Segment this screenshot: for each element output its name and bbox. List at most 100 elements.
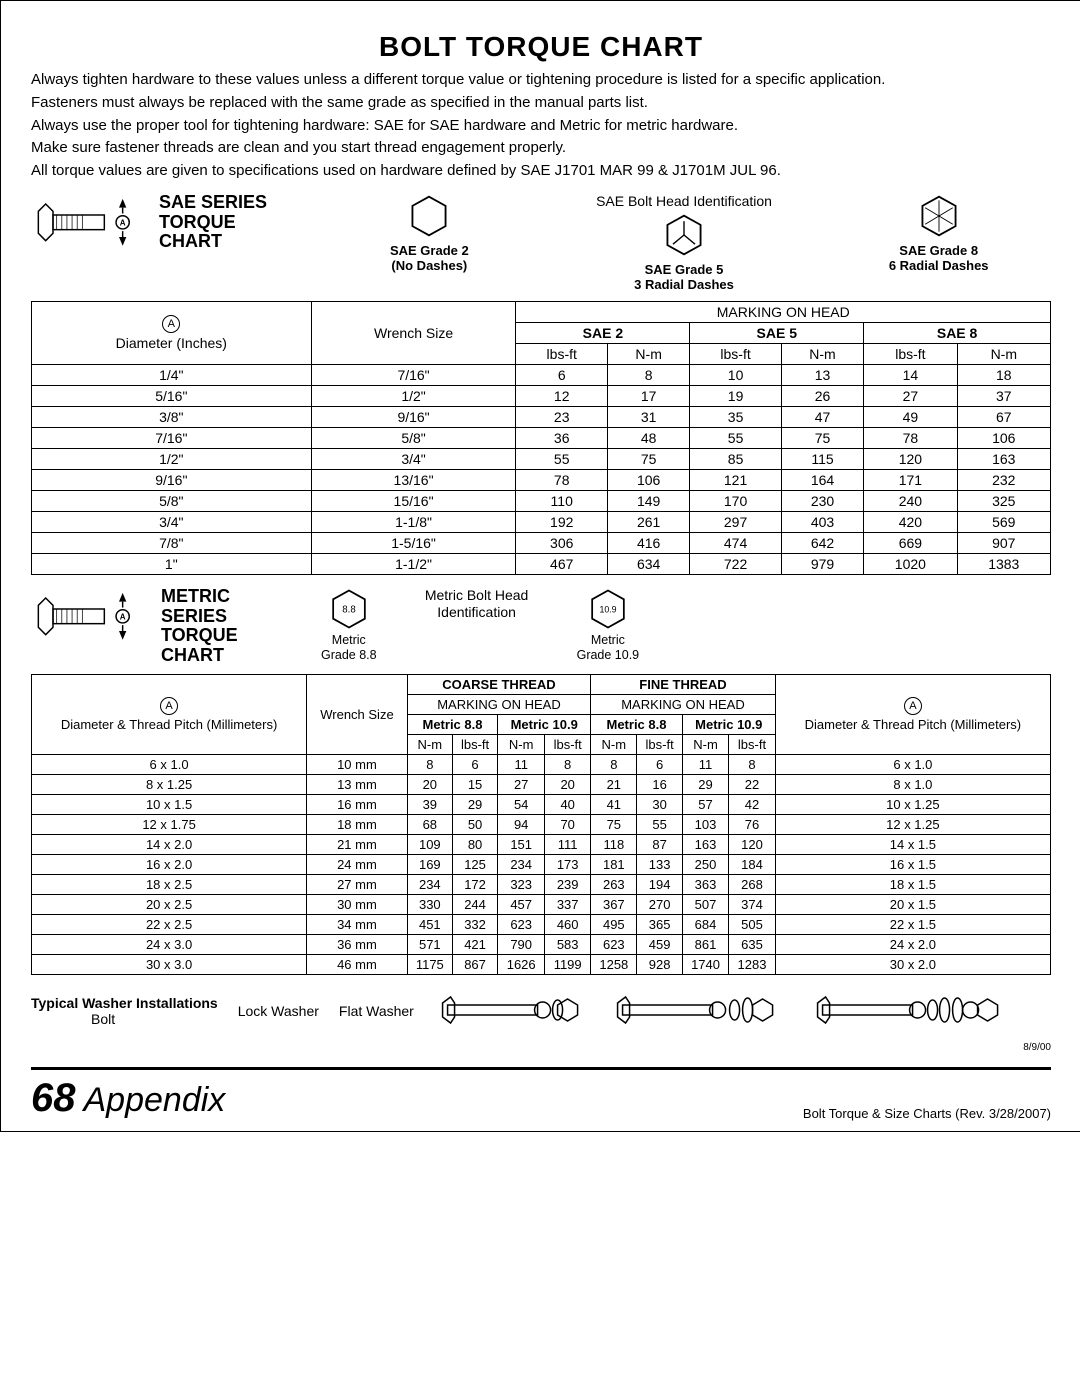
- table-cell: 569: [957, 511, 1050, 532]
- table-cell: 1199: [545, 954, 591, 974]
- table-cell: 68: [407, 814, 452, 834]
- table-cell: 118: [591, 834, 637, 854]
- table-cell: 133: [637, 854, 682, 874]
- m-fine: FINE THREAD: [639, 677, 726, 692]
- table-cell: 416: [607, 532, 689, 553]
- mu1: N-m: [407, 734, 452, 754]
- m88n: Metric: [321, 633, 377, 648]
- table-cell: 22 x 2.5: [32, 914, 307, 934]
- table-cell: 21: [591, 774, 637, 794]
- table-cell: 78: [516, 469, 607, 490]
- table-cell: 7/8": [32, 532, 312, 553]
- svg-text:A: A: [120, 218, 126, 227]
- table-cell: 232: [957, 469, 1050, 490]
- table-cell: 18 mm: [307, 814, 408, 834]
- u1: lbs-ft: [516, 343, 607, 364]
- table-cell: 46 mm: [307, 954, 408, 974]
- table-cell: 16 x 1.5: [775, 854, 1050, 874]
- table-cell: 19: [690, 385, 781, 406]
- table-cell: 861: [682, 934, 728, 954]
- svg-text:A: A: [120, 612, 126, 621]
- table-cell: 40: [545, 794, 591, 814]
- table-cell: 163: [957, 448, 1050, 469]
- table-cell: 270: [637, 894, 682, 914]
- u4: N-m: [781, 343, 863, 364]
- table-cell: 6: [637, 754, 682, 774]
- table-cell: 907: [957, 532, 1050, 553]
- table-cell: 6: [452, 754, 497, 774]
- table-cell: 234: [407, 874, 452, 894]
- table-cell: 94: [498, 814, 545, 834]
- table-cell: 78: [864, 427, 957, 448]
- table-cell: 42: [729, 794, 776, 814]
- table-cell: 451: [407, 914, 452, 934]
- mu4: lbs-ft: [545, 734, 591, 754]
- table-cell: 18 x 1.5: [775, 874, 1050, 894]
- table-cell: 15: [452, 774, 497, 794]
- table-cell: 49: [864, 406, 957, 427]
- table-cell: 109: [407, 834, 452, 854]
- table-cell: 332: [452, 914, 497, 934]
- table-cell: 8: [729, 754, 776, 774]
- mh2: Metric 10.9: [511, 717, 578, 732]
- table-cell: 85: [690, 448, 781, 469]
- table-cell: 722: [690, 553, 781, 574]
- mu7: N-m: [682, 734, 728, 754]
- sae-g2-sub: (No Dashes): [317, 258, 542, 274]
- table-cell: 75: [591, 814, 637, 834]
- table-cell: 125: [452, 854, 497, 874]
- m109s: Grade 10.9: [577, 648, 640, 663]
- table-cell: 21 mm: [307, 834, 408, 854]
- table-cell: 184: [729, 854, 776, 874]
- sae-title-l3: CHART: [159, 232, 299, 252]
- intro-p5: All torque values are given to specifica…: [31, 162, 1051, 181]
- table-cell: 14 x 2.0: [32, 834, 307, 854]
- table-cell: 6 x 1.0: [32, 754, 307, 774]
- table-cell: 420: [864, 511, 957, 532]
- table-cell: 8: [591, 754, 637, 774]
- table-cell: 103: [682, 814, 728, 834]
- table-cell: 1020: [864, 553, 957, 574]
- table-cell: 8: [607, 364, 689, 385]
- metric-ident-label: Metric Bolt Head Identification: [397, 587, 557, 621]
- mu3: N-m: [498, 734, 545, 754]
- table-cell: 1-1/2": [311, 553, 516, 574]
- table-cell: 583: [545, 934, 591, 954]
- table-cell: 29: [452, 794, 497, 814]
- table-cell: 30: [637, 794, 682, 814]
- table-cell: 623: [498, 914, 545, 934]
- mu8: lbs-ft: [729, 734, 776, 754]
- metric-ident-text: Metric Bolt Head Identification: [397, 587, 557, 621]
- table-cell: 8: [545, 754, 591, 774]
- m-coarse: COARSE THREAD: [442, 677, 555, 692]
- table-cell: 18 x 2.5: [32, 874, 307, 894]
- table-cell: 7/16": [311, 364, 516, 385]
- m-dia-l: Diameter & Thread Pitch (Millimeters): [61, 717, 277, 732]
- sae-g8-name: SAE Grade 8: [826, 243, 1051, 259]
- sae8-h: SAE 8: [937, 325, 977, 341]
- table-cell: 367: [591, 894, 637, 914]
- table-cell: 306: [516, 532, 607, 553]
- table-cell: 22 x 1.5: [775, 914, 1050, 934]
- table-cell: 16: [637, 774, 682, 794]
- table-cell: 70: [545, 814, 591, 834]
- table-cell: 151: [498, 834, 545, 854]
- table-cell: 26: [781, 385, 863, 406]
- table-cell: 261: [607, 511, 689, 532]
- table-cell: 474: [690, 532, 781, 553]
- intro-p2: Fasteners must always be replaced with t…: [31, 94, 1051, 113]
- table-cell: 10: [690, 364, 781, 385]
- table-cell: 10 x 1.5: [32, 794, 307, 814]
- table-cell: 365: [637, 914, 682, 934]
- table-cell: 55: [637, 814, 682, 834]
- table-cell: 76: [729, 814, 776, 834]
- table-cell: 1740: [682, 954, 728, 974]
- sae-ident-label: SAE Bolt Head Identification SAE Grade 5…: [572, 193, 797, 293]
- sae5-h: SAE 5: [757, 325, 797, 341]
- table-cell: 17: [607, 385, 689, 406]
- table-cell: 1": [32, 553, 312, 574]
- table-cell: 330: [407, 894, 452, 914]
- table-cell: 5/8": [32, 490, 312, 511]
- metric-table: ADiameter & Thread Pitch (Millimeters) W…: [31, 674, 1051, 975]
- table-cell: 16 mm: [307, 794, 408, 814]
